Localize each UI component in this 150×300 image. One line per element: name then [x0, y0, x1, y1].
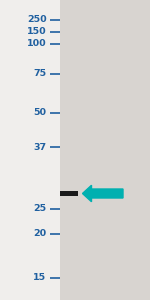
Text: 50: 50	[33, 108, 46, 117]
Text: 150: 150	[27, 27, 46, 36]
Text: 20: 20	[33, 230, 46, 238]
Text: 37: 37	[33, 142, 46, 152]
Text: 15: 15	[33, 273, 46, 282]
Text: 250: 250	[27, 15, 46, 24]
Text: 25: 25	[33, 204, 46, 213]
Text: 100: 100	[27, 39, 46, 48]
Text: 75: 75	[33, 69, 46, 78]
Bar	[60, 191, 78, 196]
FancyArrow shape	[82, 185, 123, 202]
Bar	[60, 0, 150, 300]
